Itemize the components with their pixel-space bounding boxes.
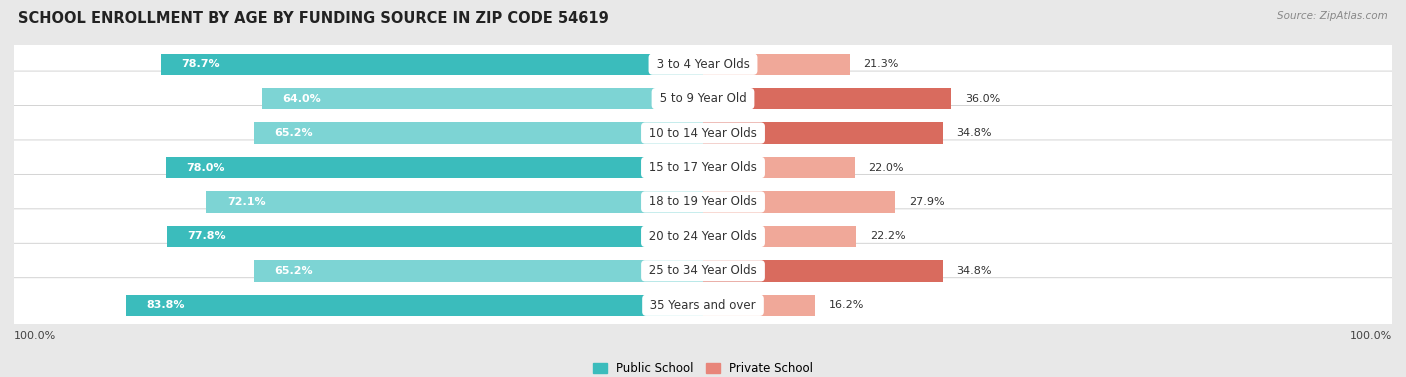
Bar bbox=[703, 294, 814, 316]
Text: 34.8%: 34.8% bbox=[956, 128, 993, 138]
Bar bbox=[703, 54, 849, 75]
Bar bbox=[262, 88, 703, 109]
Text: 78.0%: 78.0% bbox=[186, 162, 225, 173]
Bar bbox=[703, 88, 950, 109]
Text: 25 to 34 Year Olds: 25 to 34 Year Olds bbox=[645, 264, 761, 277]
Bar bbox=[167, 226, 703, 247]
Text: 3 to 4 Year Olds: 3 to 4 Year Olds bbox=[652, 58, 754, 70]
Bar bbox=[703, 191, 896, 213]
Legend: Public School, Private School: Public School, Private School bbox=[588, 357, 818, 377]
Text: 22.2%: 22.2% bbox=[870, 231, 905, 241]
Text: 20 to 24 Year Olds: 20 to 24 Year Olds bbox=[645, 230, 761, 243]
Text: 22.0%: 22.0% bbox=[869, 162, 904, 173]
Text: 27.9%: 27.9% bbox=[910, 197, 945, 207]
Bar bbox=[703, 123, 943, 144]
Text: 64.0%: 64.0% bbox=[283, 93, 322, 104]
Text: 78.7%: 78.7% bbox=[181, 59, 221, 69]
Text: Source: ZipAtlas.com: Source: ZipAtlas.com bbox=[1277, 11, 1388, 21]
Bar bbox=[703, 260, 943, 282]
Bar bbox=[254, 123, 703, 144]
Text: 77.8%: 77.8% bbox=[187, 231, 226, 241]
Text: 18 to 19 Year Olds: 18 to 19 Year Olds bbox=[645, 195, 761, 208]
FancyBboxPatch shape bbox=[13, 243, 1393, 298]
Text: 72.1%: 72.1% bbox=[226, 197, 266, 207]
Bar bbox=[207, 191, 703, 213]
Text: 10 to 14 Year Olds: 10 to 14 Year Olds bbox=[645, 127, 761, 139]
Text: 83.8%: 83.8% bbox=[146, 300, 184, 310]
Bar bbox=[125, 294, 703, 316]
Text: 65.2%: 65.2% bbox=[274, 266, 314, 276]
Text: 100.0%: 100.0% bbox=[14, 331, 56, 341]
FancyBboxPatch shape bbox=[13, 209, 1393, 264]
Bar bbox=[703, 226, 856, 247]
FancyBboxPatch shape bbox=[13, 106, 1393, 161]
Text: 65.2%: 65.2% bbox=[274, 128, 314, 138]
FancyBboxPatch shape bbox=[13, 71, 1393, 126]
FancyBboxPatch shape bbox=[13, 140, 1393, 195]
Bar bbox=[703, 157, 855, 178]
FancyBboxPatch shape bbox=[13, 37, 1393, 92]
Text: 35 Years and over: 35 Years and over bbox=[647, 299, 759, 312]
Text: 34.8%: 34.8% bbox=[956, 266, 993, 276]
Bar bbox=[166, 157, 703, 178]
Text: 16.2%: 16.2% bbox=[828, 300, 863, 310]
Text: 15 to 17 Year Olds: 15 to 17 Year Olds bbox=[645, 161, 761, 174]
FancyBboxPatch shape bbox=[13, 278, 1393, 333]
Text: 36.0%: 36.0% bbox=[965, 93, 1000, 104]
Text: SCHOOL ENROLLMENT BY AGE BY FUNDING SOURCE IN ZIP CODE 54619: SCHOOL ENROLLMENT BY AGE BY FUNDING SOUR… bbox=[18, 11, 609, 26]
Text: 5 to 9 Year Old: 5 to 9 Year Old bbox=[655, 92, 751, 105]
FancyBboxPatch shape bbox=[13, 175, 1393, 230]
Text: 21.3%: 21.3% bbox=[863, 59, 898, 69]
Bar bbox=[254, 260, 703, 282]
Text: 100.0%: 100.0% bbox=[1350, 331, 1392, 341]
Bar bbox=[160, 54, 703, 75]
